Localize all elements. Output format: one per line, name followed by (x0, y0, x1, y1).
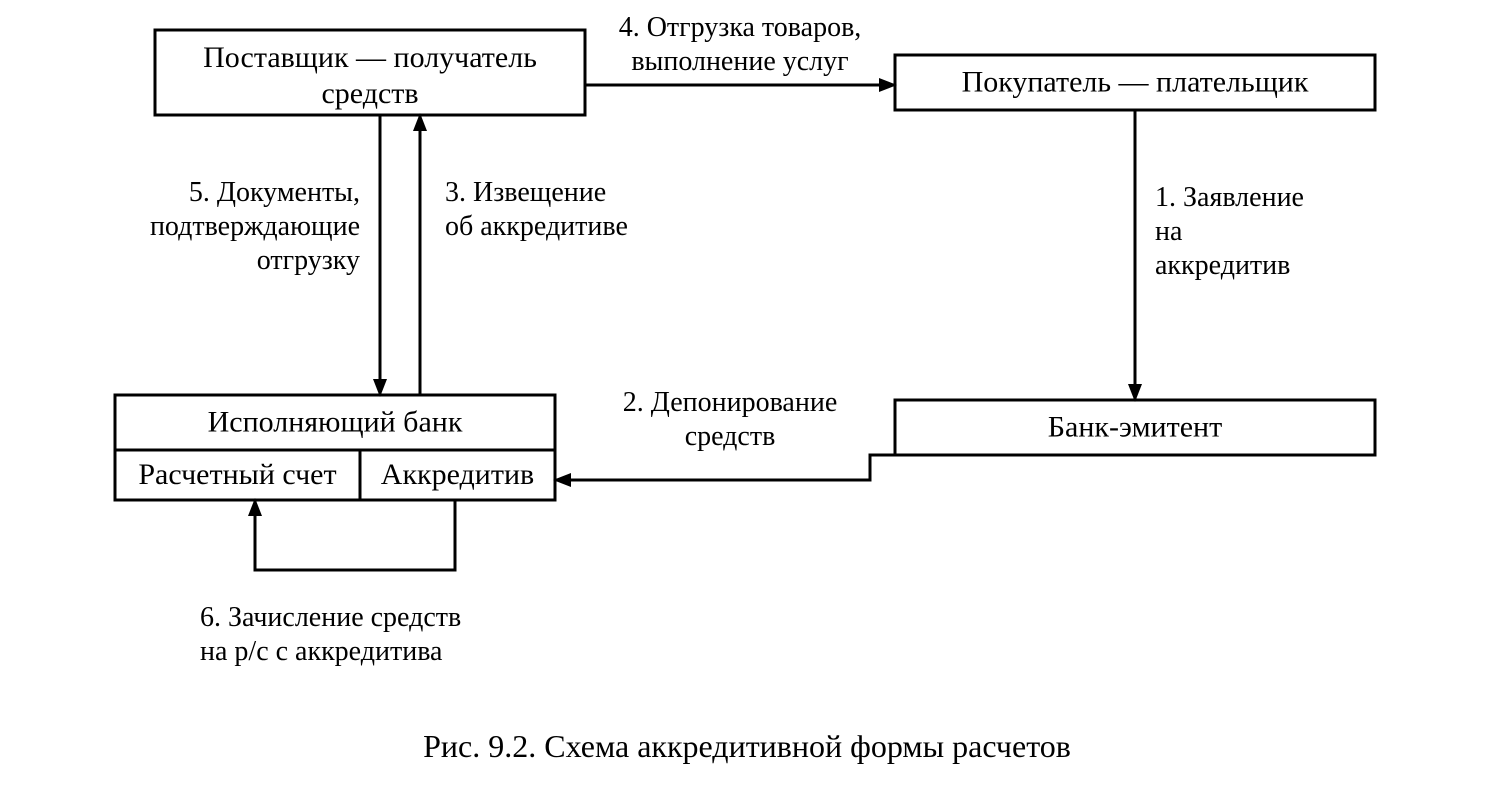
edge-e5_supplier_to_executing-label: 5. Документы,подтверждающиеотгрузку (150, 177, 360, 276)
edge-e2_issuing_to_accreditiv-label: 2. Депонированиесредств (623, 387, 838, 452)
edge-e6_accreditiv_to_account-label: 6. Зачисление средствна р/с с аккредитив… (200, 602, 461, 667)
node-accreditiv-label: Аккредитив (381, 458, 534, 491)
flowchart-diagram: Поставщик — получательсредствПокупатель … (0, 0, 1494, 799)
edge-e2_issuing_to_accreditiv (555, 455, 895, 480)
node-issuing-bank-label: Банк-эмитент (1048, 410, 1222, 443)
edge-e1_buyer_to_issuing-label: 1. Заявлениенааккредитив (1155, 182, 1304, 281)
edge-e3_executing_to_supplier-label: 3. Извещениеоб аккредитиве (445, 177, 628, 242)
figure-caption: Рис. 9.2. Схема аккредитивной формы расч… (423, 728, 1071, 764)
node-executing-bank-label: Исполняющий банк (208, 405, 463, 438)
edge-e4_supplier_to_buyer-label: 4. Отгрузка товаров,выполнение услуг (619, 12, 862, 77)
edge-e6_accreditiv_to_account (255, 500, 455, 570)
node-settlement-account-label: Расчетный счет (138, 458, 336, 491)
node-buyer-label: Покупатель — плательщик (962, 65, 1309, 98)
